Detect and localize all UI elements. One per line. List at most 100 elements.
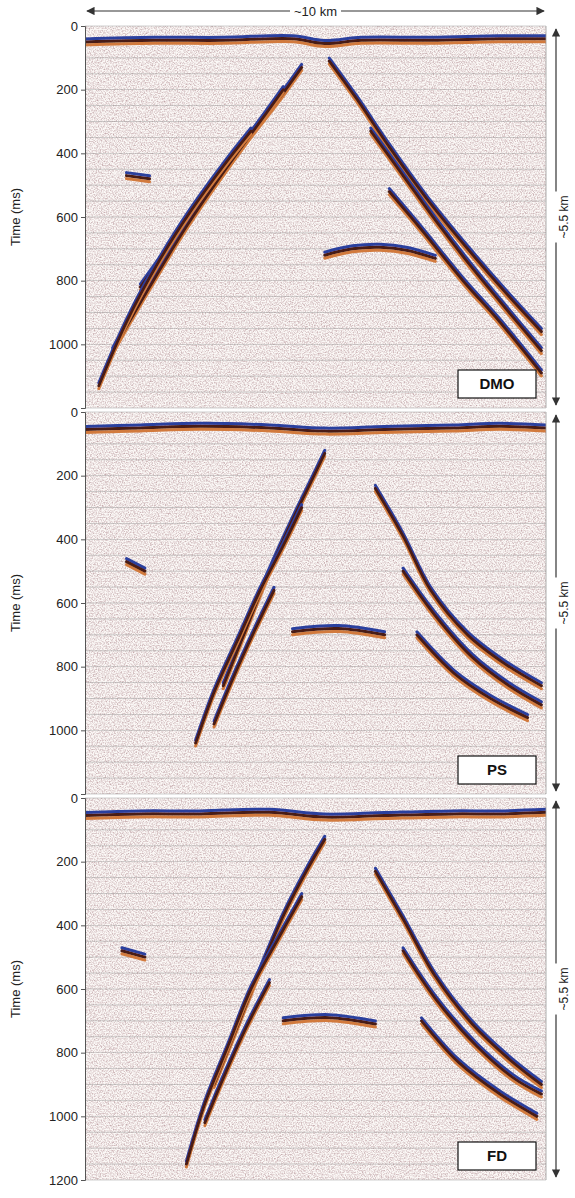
grid-line: [85, 539, 546, 540]
tick-label: 1200: [49, 1173, 78, 1188]
tick-mark: [81, 1180, 85, 1181]
axis-line: [81, 413, 86, 795]
tick-mark: [81, 667, 85, 668]
grid-line: [85, 973, 546, 974]
grid-line: [85, 798, 546, 799]
grid-line: [85, 1116, 546, 1117]
grid-line: [85, 634, 546, 635]
reflector: [186, 897, 301, 1164]
depth-label: ~5.5 km: [557, 195, 571, 238]
reflectors: [85, 426, 546, 743]
plot-background: [85, 26, 546, 408]
grid-line: [85, 666, 546, 667]
tick: 400: [56, 532, 85, 547]
panel: 02004006008001000Time (ms)~5.5 kmPS: [8, 405, 572, 795]
noise-texture: [85, 412, 546, 794]
grid-line: [85, 312, 546, 313]
tick-mark: [81, 539, 85, 540]
grid-line: [85, 169, 546, 170]
reflector: [417, 635, 528, 718]
grid-line: [85, 232, 546, 233]
grid-line: [85, 412, 546, 413]
grid-line: [85, 121, 546, 122]
reflector: [371, 131, 542, 351]
reflector: [283, 1018, 375, 1024]
grid-line: [85, 248, 546, 249]
panel: 020040060080010001200Time (ms)~5.5 kmFD: [8, 791, 572, 1188]
label-patch: [290, 3, 341, 20]
grid-line: [85, 264, 546, 265]
grid-line: [85, 555, 546, 556]
grid-line: [85, 1052, 546, 1053]
grid-line: [85, 909, 546, 910]
grid-line: [85, 328, 546, 329]
tick: 600: [56, 982, 85, 997]
tick-mark: [81, 26, 85, 27]
reflector: [375, 488, 541, 685]
grid-line: [85, 893, 546, 894]
tick-label: 1000: [49, 1109, 78, 1124]
panel-label-box: [458, 370, 536, 398]
tick-mark: [81, 476, 85, 477]
reflector: [126, 562, 144, 572]
panel: 02004006008001000Time (ms)~5.5 kmDMO: [8, 19, 572, 409]
reflector: [422, 1021, 537, 1117]
tick-label: 400: [56, 532, 78, 547]
grid-line: [85, 523, 546, 524]
tick-mark: [81, 90, 85, 91]
panel-label: FD: [487, 1147, 507, 1164]
grid-line: [85, 989, 546, 990]
tick-mark: [81, 412, 85, 413]
tick: 600: [56, 210, 85, 225]
panel-label-box: [458, 756, 536, 784]
tick: 1200: [49, 1173, 85, 1188]
y-title: Time (ms): [8, 574, 23, 632]
grid-line: [85, 1100, 546, 1101]
plot-background: [85, 412, 546, 794]
reflector: [214, 590, 274, 724]
grid-line: [85, 217, 546, 218]
tick-mark: [81, 798, 85, 799]
tick-mark: [81, 862, 85, 863]
grid-line: [85, 1036, 546, 1037]
reflector: [223, 453, 324, 685]
tick: 600: [56, 596, 85, 611]
frame-edge: [546, 26, 547, 408]
grid-line: [85, 603, 546, 604]
frame-edge: [546, 412, 547, 794]
grid-line: [85, 845, 546, 846]
grid-line: [85, 408, 546, 409]
tick-label: 200: [56, 82, 78, 97]
reflector: [126, 176, 149, 179]
tick-label: 800: [56, 659, 78, 674]
grid-line: [85, 89, 546, 90]
tick-label: 0: [71, 19, 78, 34]
reflector: [329, 61, 541, 332]
grid: [85, 412, 546, 794]
tick-mark: [81, 603, 85, 604]
plot-background: [85, 798, 546, 1180]
reflector: [85, 38, 546, 43]
grid-line: [85, 587, 546, 588]
tick-label: 0: [71, 405, 78, 420]
y-axis: 020040060080010001200: [49, 791, 85, 1188]
reflector: [214, 839, 325, 1084]
tick: 800: [56, 1045, 85, 1060]
tick-label: 400: [56, 146, 78, 161]
grid-line: [85, 185, 546, 186]
grid-line: [85, 746, 546, 747]
axis-line: [81, 27, 86, 409]
grid-line: [85, 1132, 546, 1133]
grid-line: [85, 344, 546, 345]
reflector: [85, 426, 546, 431]
grid-line: [85, 714, 546, 715]
reflector: [403, 571, 541, 705]
tick-mark: [81, 989, 85, 990]
grid-line: [85, 571, 546, 572]
tick-label: 600: [56, 982, 78, 997]
tick-label: 200: [56, 468, 78, 483]
y-title: Time (ms): [8, 188, 23, 246]
tick-mark: [81, 281, 85, 282]
grid: [85, 26, 546, 408]
reflector: [85, 812, 546, 817]
